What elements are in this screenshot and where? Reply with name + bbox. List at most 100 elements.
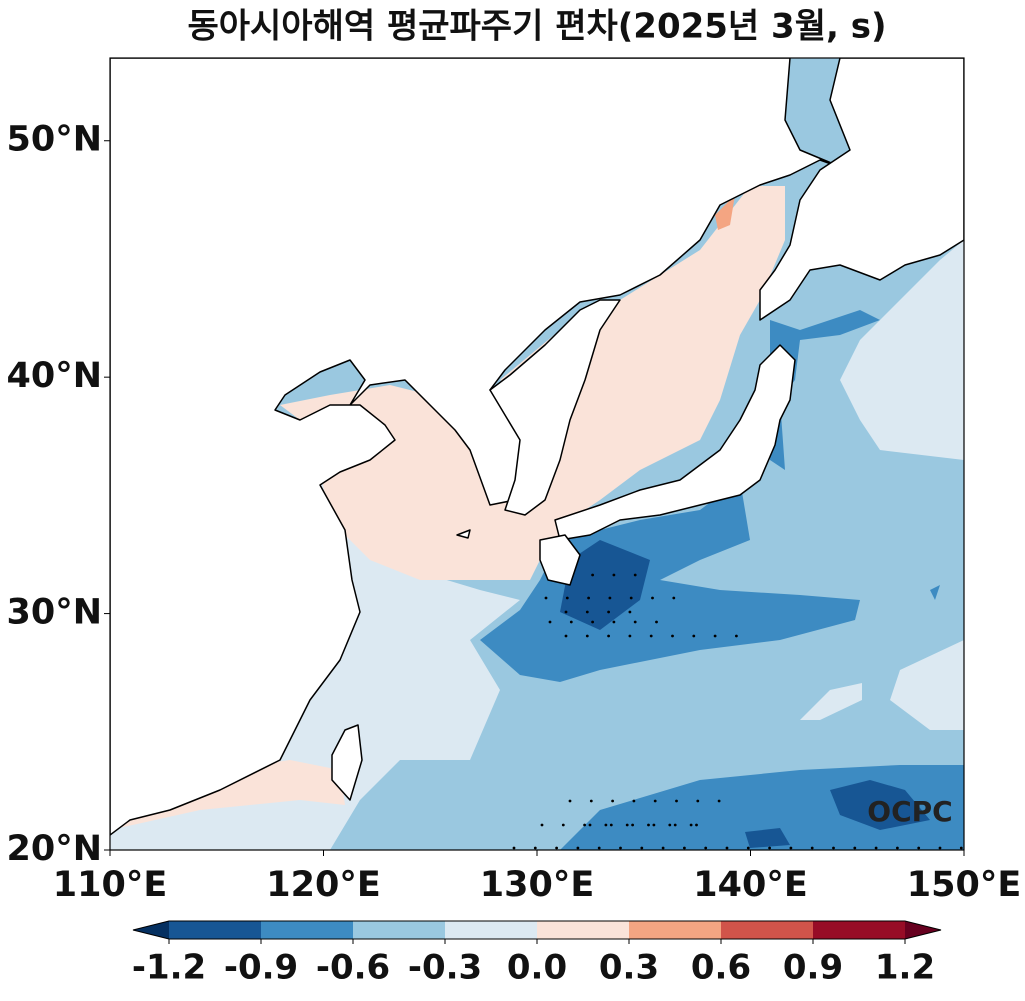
stipple-dot [696, 799, 700, 803]
stipple-dot [555, 846, 558, 850]
stipple-dot [651, 596, 654, 600]
x-tick-label: 130°E [480, 865, 594, 905]
stipple-dot [713, 634, 717, 638]
stipple-dot [619, 846, 622, 850]
stipple-dot [564, 634, 568, 638]
stipple-dot [597, 846, 601, 850]
anomaly-field [840, 240, 964, 850]
stipple-dot [548, 620, 552, 624]
stipple-dot [874, 846, 878, 850]
y-tick-label: 40°N [7, 356, 103, 396]
land [554, 344, 796, 541]
stipple-dot [607, 610, 610, 614]
colorbar-tick-label: -0.3 [408, 948, 482, 988]
colorbar-extend-high [905, 921, 941, 939]
stipple-dot [585, 634, 589, 638]
stipple-dot [628, 610, 632, 614]
stipple-dot [692, 634, 696, 638]
stipple-dot [653, 799, 657, 803]
x-tick-label: 140°E [693, 865, 807, 905]
colorbar-segment [445, 921, 537, 939]
colorbar-segment [721, 921, 813, 939]
anomaly-field [110, 760, 345, 830]
significance-dots [512, 573, 963, 850]
anomaly-field [800, 683, 862, 720]
stipple-dot [649, 634, 653, 638]
anomaly-field [480, 480, 860, 682]
colorbar-tick-label: 0.9 [783, 948, 843, 988]
y-tick-label: 20°N [7, 829, 103, 869]
colorbar-tick-label: -0.6 [316, 948, 390, 988]
stipple-dot [647, 823, 650, 827]
stipple-dot [832, 846, 835, 850]
anomaly-field [770, 310, 880, 470]
stipple-dot [625, 823, 629, 827]
anomaly-field [560, 540, 650, 630]
colorbar-segment [261, 921, 353, 939]
stipple-dot [612, 573, 616, 577]
stipple-dot [585, 610, 589, 614]
colorbar: -1.2 -0.9 -0.6 -0.3 0.0 0.3 0.6 0.9 1.2 [132, 920, 942, 988]
stipple-dot [689, 823, 693, 827]
stipple-dot [576, 846, 580, 850]
stipple-dot [717, 799, 721, 803]
colorbar-segment [537, 921, 629, 939]
colorbar-segment [629, 921, 721, 939]
colorbar-tick-label: 0.0 [507, 948, 567, 988]
stipple-dot [588, 823, 592, 827]
stipple-dot [604, 823, 608, 827]
stipple-dot [746, 846, 750, 850]
stipple-dot [661, 846, 665, 850]
colorbar-segment [353, 921, 445, 939]
stipple-dot [607, 634, 610, 638]
stipple-dot [611, 799, 614, 803]
x-tick-label: 150°E [907, 865, 1021, 905]
stipple-dot [564, 610, 568, 614]
stipple-dot [589, 799, 593, 803]
stipple-dot [853, 846, 857, 850]
stipple-dot [633, 620, 637, 624]
stipple-dot [561, 823, 565, 827]
stipple-dot [629, 596, 633, 600]
stipple-dot [591, 573, 594, 577]
colorbar-tick-label: 0.3 [599, 948, 659, 988]
stipple-dot [675, 799, 678, 803]
land [489, 299, 621, 516]
stipple-dot [704, 846, 708, 850]
stipple-dot [640, 846, 644, 850]
stipple-dot [544, 596, 548, 600]
colorbar-tick-label: 1.2 [875, 948, 935, 988]
land [456, 529, 471, 539]
stipple-dot [569, 620, 573, 624]
x-tick-label: 120°E [266, 865, 380, 905]
stipple-dot [683, 846, 686, 850]
stipple-dot [633, 573, 637, 577]
anomaly-field [830, 780, 930, 830]
colorbar-segment [169, 921, 261, 939]
stipple-dot [533, 846, 537, 850]
colorbar-tick-label: -1.2 [132, 948, 206, 988]
stipple-dot [959, 846, 963, 850]
stipple-dot [583, 823, 586, 827]
watermark: OCPC [867, 795, 952, 828]
stipple-dot [695, 823, 698, 827]
land [110, 58, 849, 836]
colorbar-tick-label: 0.6 [691, 948, 751, 988]
stipple-dot [810, 846, 814, 850]
stipple-dot [725, 846, 729, 850]
stipple-dot [565, 596, 569, 600]
stipple-dot [668, 823, 672, 827]
stipple-dot [673, 823, 677, 827]
y-tick-label: 50°N [7, 120, 103, 160]
stipple-dot [608, 596, 612, 600]
stipple-dot [631, 823, 634, 827]
stipple-dot [591, 620, 594, 624]
stipple-dot [628, 634, 632, 638]
stipple-dot [655, 620, 658, 624]
stipple-dot [735, 634, 738, 638]
anomaly-field [715, 195, 735, 230]
stipple-dot [652, 823, 656, 827]
land [331, 724, 363, 801]
axes: 110°E 120°E 130°E 140°E 150°E 20°N 30°N 40°N 50°… [7, 120, 1022, 905]
